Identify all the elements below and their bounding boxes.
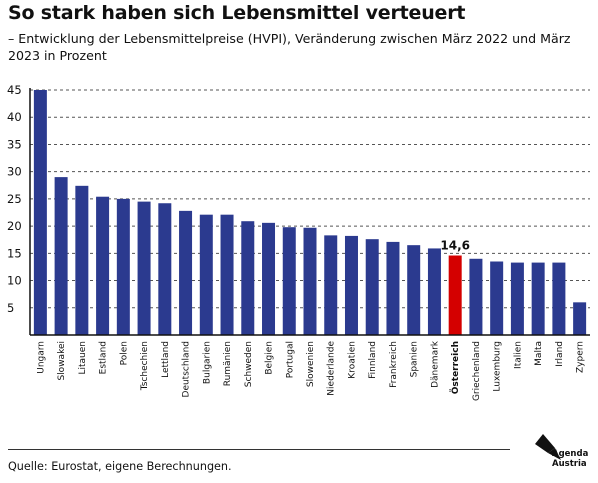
bar-22 [490,261,504,335]
bar-20 [448,255,462,335]
logo-line-2: Austria [552,459,587,469]
logo-line-1: Agenda [552,449,589,459]
annotations: 14,6 [440,239,470,253]
bar-21 [469,258,483,335]
bar-6 [158,203,172,335]
x-tick-label: Finnland [368,341,378,379]
x-axis-labels: Ungarn Slowakei Litauen Estland Polen Tschech… [36,340,585,401]
y-tick-label: 25 [7,192,22,206]
bar-2 [75,185,89,335]
chart-subtitle: – Entwicklung der Lebensmittelpreise (HV… [8,31,571,63]
x-tick-label: Litauen [78,341,88,375]
x-tick-label: Tschechien [140,341,150,391]
bar-19 [427,248,441,335]
bar-16 [365,239,379,335]
y-tick-label: 35 [7,137,22,151]
bar-10 [241,221,255,335]
y-tick-label: 10 [7,274,22,288]
x-tick-label: Frankreich [389,341,399,388]
y-tick-label: 30 [7,165,22,179]
bar-17 [386,241,400,335]
x-tick-label: Bulgarien [202,341,212,384]
data-label: 14,6 [440,239,470,253]
y-tick-label: 20 [7,219,22,233]
x-tick-label: Estland [99,341,109,374]
x-tick-label: Österreich [450,341,461,394]
y-tick-label: 15 [7,246,22,260]
bar-14 [324,235,338,335]
x-tick-label: Portugal [285,341,295,378]
x-tick-label: Polen [119,341,129,365]
bar-5 [137,201,151,335]
x-tick-label: Slowenien [306,341,316,387]
x-tick-label: Niederlande [327,341,337,396]
bar-4 [116,198,130,335]
bar-9 [220,214,234,335]
x-tick-label: Luxemburg [493,341,503,392]
x-tick-label: Deutschland [182,341,192,397]
x-tick-label: Ungarn [36,341,46,374]
bar-1 [54,177,68,335]
bars [33,90,587,335]
logo-mark-icon [535,434,561,460]
logo-wordmark: Agenda Austria [552,449,588,469]
x-tick-label: Malta [534,341,544,366]
x-tick-label: Italien [513,341,523,369]
footer-divider [8,449,510,450]
bar-15 [344,235,358,335]
x-tick-label: Rumänien [223,341,233,386]
x-tick-label: Griechenland [472,341,482,401]
bar-18 [407,245,421,335]
agenda-austria-logo: Agenda Austria [530,432,596,478]
x-tick-label: Kroatien [347,341,357,379]
y-tick-label: 40 [7,110,22,124]
x-tick-label: Belgien [265,341,275,375]
x-tick-label: Dänemark [430,340,440,388]
y-tick-label: 5 [7,301,14,315]
x-tick-label: Spanien [410,341,420,377]
bar-12 [282,227,296,335]
chart-title: So stark haben sich Lebensmittel verteue… [8,2,466,24]
bar-24 [531,262,545,335]
bar-23 [510,262,524,335]
bar-3 [96,196,110,335]
bar-0 [33,90,47,335]
source-note: Quelle: Eurostat, eigene Berechnungen. [8,460,232,473]
x-tick-label: Zypern [576,341,586,373]
x-tick-label: Lettland [161,341,171,378]
x-tick-label: Slowakei [57,341,67,381]
y-axis-ticks: 5 10 15 20 25 30 35 40 45 [7,83,22,315]
x-tick-label: Irland [555,341,565,367]
bar-25 [552,262,566,335]
bar-26 [573,302,587,335]
y-tick-label: 45 [7,83,22,97]
bar-8 [199,214,213,335]
x-tick-label: Schweden [244,341,254,387]
bar-13 [303,227,317,335]
bar-7 [179,210,193,335]
bar-11 [262,222,276,335]
